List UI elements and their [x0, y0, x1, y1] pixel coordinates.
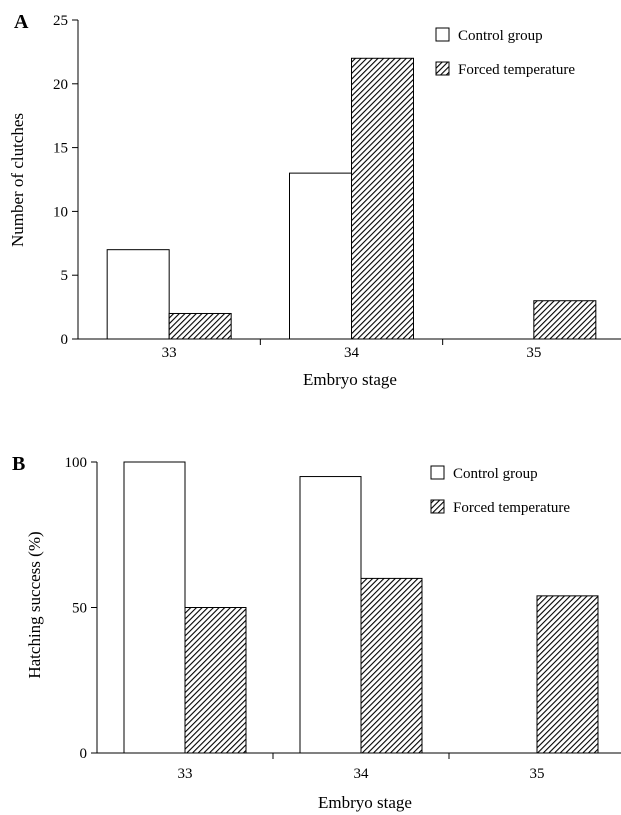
bar-hatched-34	[351, 57, 414, 340]
panel-letter: A	[14, 11, 29, 33]
bar-open-34	[289, 172, 352, 340]
legend-label: Control group	[458, 28, 543, 44]
y-tick-label: 100	[65, 455, 88, 471]
x-tick-label: 34	[354, 766, 370, 782]
legend-swatch	[430, 499, 445, 514]
bars	[106, 57, 597, 340]
y-tick-label: 0	[61, 332, 69, 348]
bar-hatched-35	[536, 595, 599, 754]
y-tick-label: 50	[72, 601, 87, 617]
legend-label: Control group	[453, 466, 538, 482]
y-tick-label: 0	[80, 746, 88, 762]
x-axis-title: Embryo stage	[303, 370, 397, 389]
y-tick-label: 20	[53, 77, 68, 93]
legend-swatch	[435, 61, 450, 76]
y-tick-label: 15	[53, 141, 68, 157]
x-tick-label: 35	[526, 345, 541, 361]
legend-swatch	[430, 465, 445, 480]
y-axis-title: Hatching success (%)	[25, 531, 44, 678]
bar-hatched-33	[184, 607, 247, 754]
x-tick-label: 33	[162, 345, 177, 361]
bar-open-33	[106, 249, 170, 340]
y-tick-label: 25	[53, 13, 68, 29]
legend: Control group Forced temperature	[435, 27, 575, 78]
panel-b: B Hatching success (%) Embryo stage 0 50 1…	[12, 453, 621, 812]
bars	[123, 461, 599, 754]
bar-open-34	[299, 476, 362, 754]
legend-label: Forced temperature	[453, 500, 570, 516]
x-axis-title: Embryo stage	[318, 793, 412, 812]
bar-hatched-33	[168, 312, 232, 340]
x-tick-label: 33	[178, 766, 193, 782]
bar-hatched-34	[360, 577, 423, 754]
panel-a: A Number of clutches Embryo stage 0 5 10 15…	[8, 11, 621, 389]
y-tick-label: 5	[61, 268, 69, 284]
legend-label: Forced temperature	[458, 62, 575, 78]
x-tick-label: 34	[344, 345, 360, 361]
legend-swatch	[435, 27, 450, 42]
y-axis-title: Number of clutches	[8, 113, 27, 247]
bar-hatched-35	[533, 300, 597, 340]
x-tick-label: 35	[530, 766, 545, 782]
legend: Control group Forced temperature	[430, 465, 570, 516]
panel-letter: B	[12, 453, 25, 475]
y-tick-label: 10	[53, 204, 68, 220]
bar-open-33	[123, 461, 186, 754]
